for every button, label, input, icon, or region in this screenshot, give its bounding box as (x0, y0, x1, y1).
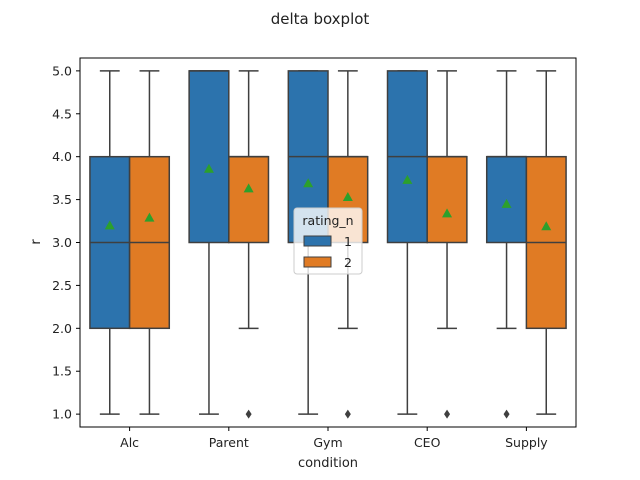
box-iqr (228, 155, 270, 244)
x-tick-label: Gym (313, 435, 342, 450)
outlier-marker (503, 409, 510, 419)
mean-marker (104, 220, 115, 230)
chart-title: delta boxplot (271, 10, 370, 28)
box-supply-series-1 (485, 70, 528, 419)
x-tick-label: CEO (414, 435, 441, 450)
y-tick-label: 5.0 (52, 63, 72, 78)
y-tick-label: 2.5 (52, 278, 72, 293)
box-alc-series-2 (128, 70, 171, 415)
x-axis: Alc Parent Gym CEO Supply (120, 427, 548, 450)
x-tick-label: Alc (120, 435, 139, 450)
legend-title: rating_n (302, 213, 353, 228)
mean-marker (541, 221, 552, 231)
mean-marker (402, 174, 413, 184)
y-tick-label: 4.0 (52, 149, 72, 164)
mean-marker (144, 212, 155, 222)
legend-label: 2 (344, 255, 352, 270)
box-parent-series-1 (188, 70, 230, 415)
y-tick-label: 4.5 (52, 106, 72, 121)
y-axis-label: r (29, 239, 44, 245)
box-supply-series-2 (525, 70, 567, 415)
box-ceo-series-2 (426, 70, 468, 419)
outlier-marker (245, 409, 252, 419)
box-iqr (188, 70, 230, 244)
x-tick-label: Supply (505, 435, 548, 450)
legend-label: 1 (344, 234, 352, 249)
mean-marker (303, 178, 314, 188)
outlier-marker (344, 409, 351, 419)
y-axis: 1.0 1.5 2.0 2.5 3.0 3.5 4.0 4.5 5.0 (52, 63, 80, 422)
mean-marker (501, 198, 512, 208)
y-tick-label: 1.5 (52, 364, 72, 379)
x-axis-label: condition (298, 456, 358, 471)
y-tick-label: 3.5 (52, 192, 72, 207)
box-alc-series-1 (89, 70, 131, 415)
y-tick-label: 2.0 (52, 321, 72, 336)
mean-marker (243, 183, 254, 193)
mean-marker (442, 208, 453, 218)
outlier-marker (444, 409, 451, 419)
legend-swatch (303, 235, 332, 247)
box-ceo-series-1 (386, 70, 428, 415)
x-tick-label: Parent (209, 435, 249, 450)
legend-swatch (303, 256, 332, 268)
mean-marker (203, 163, 214, 173)
y-tick-label: 1.0 (52, 407, 72, 422)
box-iqr (426, 155, 468, 244)
mean-marker (342, 192, 353, 202)
y-tick-label: 3.0 (52, 235, 72, 250)
box-parent-series-2 (228, 70, 270, 419)
legend: rating_n 1 2 (293, 207, 363, 275)
